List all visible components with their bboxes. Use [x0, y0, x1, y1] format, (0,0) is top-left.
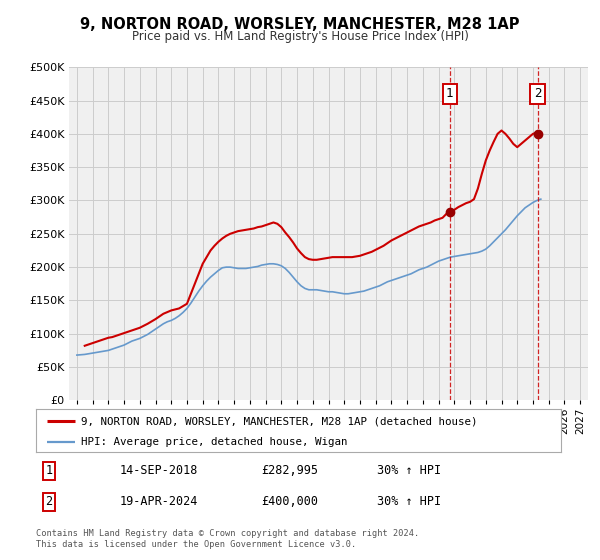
Text: 2: 2: [534, 87, 541, 100]
Text: 19-APR-2024: 19-APR-2024: [120, 496, 199, 508]
Text: 1: 1: [446, 87, 454, 100]
Text: 14-SEP-2018: 14-SEP-2018: [120, 464, 199, 478]
Text: 1: 1: [46, 464, 53, 478]
Text: 9, NORTON ROAD, WORSLEY, MANCHESTER, M28 1AP: 9, NORTON ROAD, WORSLEY, MANCHESTER, M28…: [80, 17, 520, 31]
Text: 30% ↑ HPI: 30% ↑ HPI: [377, 464, 442, 478]
Text: 2: 2: [46, 496, 53, 508]
Text: £400,000: £400,000: [262, 496, 319, 508]
Text: 30% ↑ HPI: 30% ↑ HPI: [377, 496, 442, 508]
Text: HPI: Average price, detached house, Wigan: HPI: Average price, detached house, Wiga…: [80, 437, 347, 446]
Text: This data is licensed under the Open Government Licence v3.0.: This data is licensed under the Open Gov…: [36, 540, 356, 549]
Text: £282,995: £282,995: [262, 464, 319, 478]
Text: Price paid vs. HM Land Registry's House Price Index (HPI): Price paid vs. HM Land Registry's House …: [131, 30, 469, 44]
Text: Contains HM Land Registry data © Crown copyright and database right 2024.: Contains HM Land Registry data © Crown c…: [36, 529, 419, 538]
Text: 9, NORTON ROAD, WORSLEY, MANCHESTER, M28 1AP (detached house): 9, NORTON ROAD, WORSLEY, MANCHESTER, M28…: [80, 416, 477, 426]
